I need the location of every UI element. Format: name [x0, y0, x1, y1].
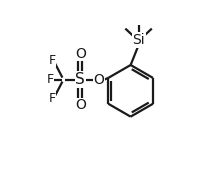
Text: F: F: [46, 73, 53, 86]
Text: Si: Si: [132, 33, 145, 47]
Text: O: O: [94, 73, 104, 87]
Text: F: F: [48, 92, 55, 105]
Text: O: O: [75, 47, 86, 61]
Text: O: O: [75, 98, 86, 112]
Text: F: F: [48, 54, 55, 67]
Text: S: S: [75, 72, 85, 87]
